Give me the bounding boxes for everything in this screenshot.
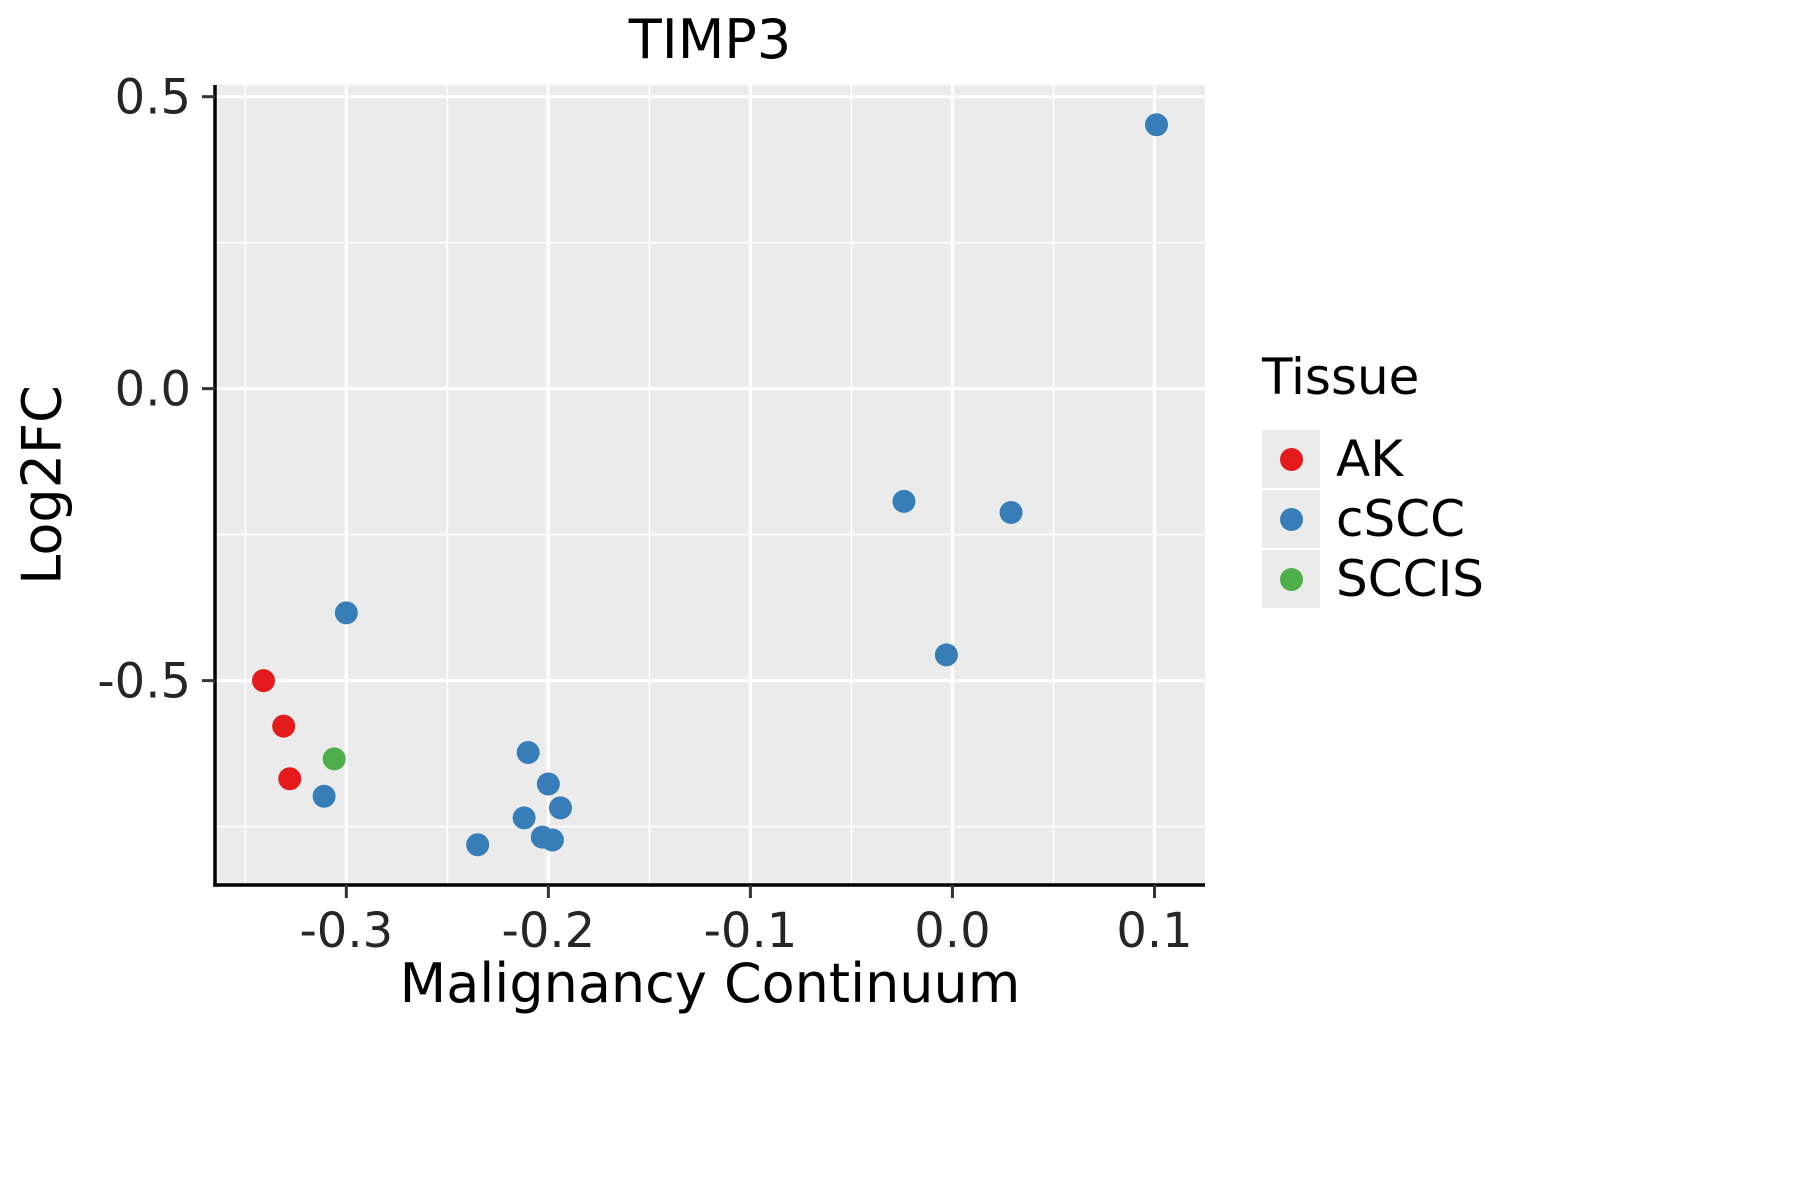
legend-key xyxy=(1262,550,1320,608)
x-tick-label: -0.3 xyxy=(299,903,393,959)
data-point-cSCC xyxy=(548,796,572,820)
plot-title: TIMP3 xyxy=(628,8,792,71)
data-point-cSCC xyxy=(536,772,560,796)
y-tick-label: -0.5 xyxy=(97,654,191,710)
y-tick-label: 0.5 xyxy=(115,70,191,126)
legend-label: SCCIS xyxy=(1336,550,1485,608)
x-tick-label: -0.1 xyxy=(704,903,798,959)
data-point-cSCC xyxy=(1145,113,1169,137)
x-tick-label: 0.0 xyxy=(914,903,990,959)
y-tick-label: 0.0 xyxy=(115,362,191,418)
x-axis-label: Malignancy Continuum xyxy=(399,952,1021,1015)
plot-panel xyxy=(215,85,1205,885)
legend: Tissue AK cSCC SCCIS xyxy=(1262,348,1484,610)
data-point-cSCC xyxy=(540,828,564,852)
legend-label: cSCC xyxy=(1336,490,1466,548)
data-point-AK xyxy=(272,714,296,738)
x-tick-label: 0.1 xyxy=(1116,903,1192,959)
data-point-SCCIS xyxy=(322,747,346,771)
data-point-cSCC xyxy=(334,601,358,625)
data-point-cSCC xyxy=(312,784,336,808)
legend-key xyxy=(1262,430,1320,488)
legend-title: Tissue xyxy=(1262,348,1420,406)
data-point-cSCC xyxy=(466,833,490,857)
legend-dot-icon xyxy=(1279,447,1303,471)
legend-item-cSCC: cSCC xyxy=(1262,490,1484,548)
legend-item-SCCIS: SCCIS xyxy=(1262,550,1484,608)
data-point-AK xyxy=(278,767,302,791)
x-tick-label: -0.2 xyxy=(502,903,596,959)
legend-dot-icon xyxy=(1279,507,1303,531)
data-point-cSCC xyxy=(512,806,536,830)
legend-label: AK xyxy=(1336,430,1403,488)
data-point-AK xyxy=(251,669,275,693)
legend-dot-icon xyxy=(1279,567,1303,591)
y-axis-label: Log2FC xyxy=(10,385,74,585)
data-point-cSCC xyxy=(516,740,540,764)
legend-items: AK cSCC SCCIS xyxy=(1262,430,1484,608)
data-point-cSCC xyxy=(892,489,916,513)
legend-item-AK: AK xyxy=(1262,430,1484,488)
data-point-cSCC xyxy=(999,500,1023,524)
legend-key xyxy=(1262,490,1320,548)
data-point-cSCC xyxy=(934,643,958,667)
